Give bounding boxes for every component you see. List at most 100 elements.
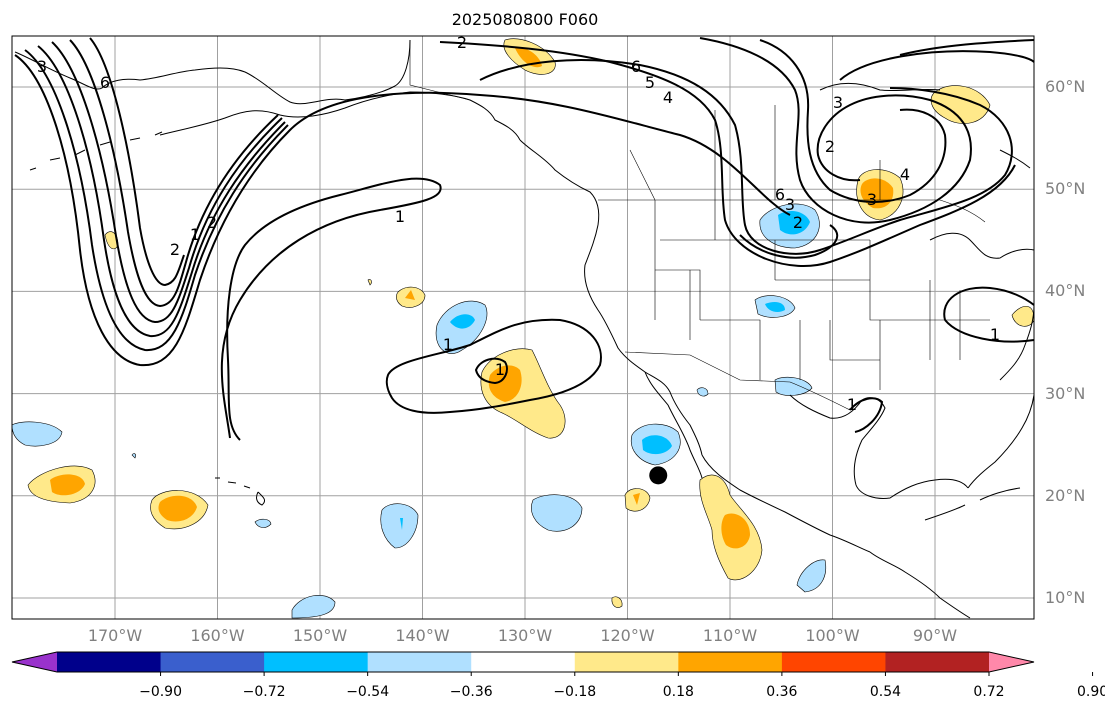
latitude-label: 50°N bbox=[1045, 179, 1086, 199]
contour-line bbox=[220, 177, 442, 441]
contour-label: 1 bbox=[495, 360, 505, 379]
anomaly-area bbox=[633, 493, 640, 505]
political-borders bbox=[409, 40, 990, 411]
contour-line bbox=[474, 357, 508, 385]
anomaly-area bbox=[291, 595, 336, 619]
longitude-label: 100°W bbox=[805, 626, 860, 645]
contour-line bbox=[385, 318, 602, 414]
anomaly-area bbox=[796, 559, 826, 593]
coastlines bbox=[14, 39, 1035, 619]
contour-label: 1 bbox=[190, 225, 200, 244]
coastline-baja bbox=[644, 371, 703, 479]
contour-label: 4 bbox=[663, 88, 673, 107]
anomaly-area bbox=[158, 495, 197, 522]
contour-label: 1 bbox=[990, 325, 1000, 344]
anomaly-area bbox=[400, 518, 403, 530]
contour-line bbox=[37, 45, 286, 338]
anomaly-area bbox=[488, 365, 522, 402]
latitude-label: 60°N bbox=[1045, 77, 1086, 96]
anomaly-area bbox=[50, 474, 85, 496]
contour-line bbox=[759, 39, 947, 203]
colorbar-segment bbox=[471, 652, 576, 672]
contour-line bbox=[439, 41, 1016, 267]
negative-anomaly-areas bbox=[11, 203, 826, 619]
anomaly-area bbox=[930, 85, 991, 124]
colorbar-tick-label: 0.90 bbox=[1076, 684, 1105, 700]
border-alaska-canada bbox=[409, 40, 471, 101]
anomaly-area bbox=[450, 314, 475, 329]
contour-line bbox=[739, 224, 839, 259]
longitude-label: 160°W bbox=[190, 626, 245, 645]
latitude-label: 40°N bbox=[1045, 281, 1086, 301]
island-hawaii bbox=[215, 477, 265, 506]
longitude-label: 170°W bbox=[87, 626, 143, 645]
anomaly-area bbox=[254, 518, 272, 528]
longitude-label: 130°W bbox=[497, 626, 553, 645]
contour-label: 2 bbox=[825, 137, 835, 156]
islands-aleutian bbox=[29, 131, 163, 171]
colorbar-segment bbox=[574, 652, 679, 672]
coastline-great-lakes bbox=[929, 232, 1035, 259]
colorbar-segment bbox=[264, 652, 369, 672]
coastline-east bbox=[999, 304, 1035, 381]
colorbar-tick-label: −0.72 bbox=[242, 684, 286, 700]
colorbar-tick-label: 0.18 bbox=[662, 684, 694, 700]
contour-label: 1 bbox=[395, 207, 405, 226]
colorbar-tick-label: 0.72 bbox=[973, 684, 1005, 700]
latitude-label: 20°N bbox=[1045, 485, 1086, 505]
contour-line bbox=[51, 41, 283, 324]
contour-line bbox=[69, 39, 279, 308]
longitude-label: 120°W bbox=[600, 626, 655, 645]
contour-label: 1 bbox=[443, 335, 453, 354]
contour-label: 4 bbox=[900, 165, 910, 184]
border-us-canada bbox=[598, 199, 986, 223]
coastline-alaska bbox=[14, 39, 411, 105]
colorbar-tick-label: 0.54 bbox=[869, 684, 902, 700]
colorbar-segment bbox=[781, 652, 886, 672]
contour-label: 1 bbox=[847, 395, 857, 414]
coastline-alaska-south bbox=[159, 91, 521, 141]
anomaly-area bbox=[778, 210, 810, 235]
colorbar bbox=[11, 651, 1094, 676]
colorbar-tick-label: 0.36 bbox=[766, 684, 798, 700]
contour-line bbox=[943, 286, 1035, 343]
map-frame-border bbox=[11, 35, 1035, 620]
contour-label: 2 bbox=[170, 240, 180, 259]
colorbar-segment bbox=[367, 652, 472, 672]
location-marker bbox=[649, 466, 668, 485]
contour-label: 6 bbox=[631, 57, 641, 76]
map-frame-bg bbox=[12, 36, 1034, 619]
latitude-label: 30°N bbox=[1045, 383, 1086, 403]
contour-label: 2 bbox=[457, 33, 467, 52]
coastline-central-america bbox=[869, 551, 971, 619]
border-us-mexico bbox=[624, 351, 851, 411]
coastline-west-us bbox=[584, 224, 703, 456]
coastline-gulf bbox=[789, 394, 969, 499]
colorbar-outline bbox=[11, 651, 1035, 673]
contour-line bbox=[89, 37, 185, 287]
anomaly-area bbox=[131, 453, 136, 459]
colorbar-extend-max bbox=[989, 652, 1034, 672]
longitude-label: 140°W bbox=[395, 626, 450, 645]
anomaly-area bbox=[611, 596, 623, 608]
coastline-labrador bbox=[999, 149, 1031, 169]
coastline-caribbean bbox=[924, 487, 1021, 521]
colorbar-tick-label: −0.36 bbox=[449, 684, 493, 700]
anomaly-area bbox=[721, 513, 750, 549]
contour-line bbox=[849, 397, 884, 433]
anomaly-area bbox=[765, 302, 785, 312]
anomaly-area bbox=[696, 387, 709, 397]
coastline-florida bbox=[967, 394, 1035, 489]
contour-label: 2 bbox=[207, 213, 217, 232]
colorbar-extend-min bbox=[12, 652, 57, 672]
anomaly-area bbox=[380, 503, 419, 549]
contour-lines bbox=[14, 37, 1035, 441]
contour-label: 3 bbox=[833, 93, 843, 112]
contour-line bbox=[24, 49, 289, 352]
contour-line bbox=[699, 37, 972, 224]
latitude-label: 10°N bbox=[1045, 588, 1086, 607]
contour-label: 3 bbox=[867, 190, 877, 209]
colorbar-segment bbox=[160, 652, 265, 672]
